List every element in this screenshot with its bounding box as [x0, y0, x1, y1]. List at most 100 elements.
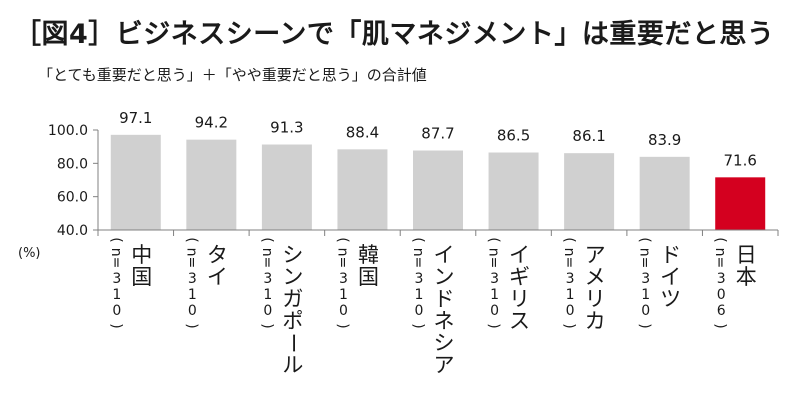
- sample-size-prefix: n=: [334, 248, 350, 269]
- sample-size-digit: 3: [566, 271, 575, 287]
- category-char: ポ: [282, 309, 303, 333]
- category-char: ス: [509, 309, 530, 333]
- sample-size-paren: (: [108, 237, 124, 242]
- sample-size-paren: (: [410, 237, 426, 242]
- sample-size-paren: ): [712, 323, 728, 328]
- sample-size-digit: 0: [566, 303, 575, 319]
- category-char: イ: [509, 243, 530, 267]
- data-label: 94.2: [195, 114, 228, 132]
- sample-size-paren: ): [183, 323, 199, 328]
- sample-size-prefix: n=: [712, 248, 728, 269]
- sample-size-prefix: n=: [561, 248, 577, 269]
- category-char: 日: [736, 243, 757, 267]
- category-char: ネ: [434, 309, 455, 333]
- category-labels: (n=310)中国(n=310)タイ(n=310)シンガポール(n=310)韓国…: [108, 237, 757, 377]
- sample-size-paren: ): [259, 323, 275, 328]
- category-char: メ: [585, 265, 606, 289]
- sample-size-paren: (: [637, 237, 653, 242]
- category-char: リ: [509, 287, 530, 311]
- sample-size-prefix: n=: [183, 248, 199, 269]
- category-char: シ: [282, 243, 303, 267]
- sample-size-paren: ): [108, 323, 124, 328]
- sample-size-digit: 0: [415, 303, 424, 319]
- sample-size-digit: 3: [112, 271, 121, 287]
- sample-size-prefix: n=: [637, 248, 653, 269]
- data-label: 97.1: [119, 109, 152, 127]
- sample-size-digit: 6: [717, 303, 726, 319]
- category-char: イ: [660, 265, 681, 289]
- data-labels: 97.1 94.2 91.3 88.4 87.7 86.5 86.1 83.9 71.6: [119, 109, 757, 169]
- category-char: ド: [434, 287, 455, 311]
- category-char: ア: [585, 243, 606, 267]
- sample-size-digit: 0: [112, 303, 121, 319]
- category-char: ン: [434, 265, 455, 289]
- y-axis: 40.0 60.0 80.0 100.0: [48, 123, 99, 239]
- sample-size-digit: 0: [641, 303, 650, 319]
- sample-size-paren: ): [334, 323, 350, 328]
- sample-size-digit: 1: [566, 287, 575, 303]
- sample-size-digit: 1: [415, 287, 424, 303]
- sample-size-digit: 3: [415, 271, 424, 287]
- data-label: 88.4: [346, 123, 379, 141]
- category-char: リ: [585, 287, 606, 311]
- category-label-group: (n= 310) ドイツ: [637, 237, 682, 328]
- category-char: 韓: [358, 243, 379, 267]
- sample-size-paren: ): [486, 323, 502, 328]
- category-char: ン: [282, 265, 303, 289]
- category-char: 国: [131, 265, 152, 289]
- category-char: 本: [736, 265, 757, 289]
- category-label-group: (n= 310) 中国: [108, 237, 152, 328]
- data-label: 91.3: [270, 119, 303, 137]
- y-tick-label: 80.0: [57, 156, 88, 172]
- sample-size-paren: (: [561, 237, 577, 242]
- category-char: ア: [434, 353, 455, 377]
- sample-size-digit: 0: [188, 303, 197, 319]
- sample-size-paren: (: [486, 237, 502, 242]
- category-char: ル: [282, 353, 303, 377]
- sample-size-digit: 1: [263, 287, 272, 303]
- bars: [110, 134, 766, 230]
- sample-size-digit: 3: [339, 271, 348, 287]
- bar: [715, 177, 766, 230]
- sample-size-digit: 3: [717, 271, 726, 287]
- category-label-group: (n= 310) 韓国: [334, 237, 379, 328]
- y-tick-label: 100.0: [48, 123, 88, 139]
- bar: [186, 139, 237, 230]
- category-char: イ: [207, 265, 228, 289]
- bar: [110, 134, 161, 230]
- category-char: イ: [434, 243, 455, 267]
- category-char: カ: [585, 309, 606, 333]
- bar: [639, 156, 690, 230]
- category-char: ガ: [282, 287, 303, 311]
- sample-size-prefix: n=: [259, 248, 275, 269]
- y-tick-label: 40.0: [57, 223, 88, 239]
- category-label-group: (n= 310) タイ: [183, 237, 228, 328]
- sample-size-paren: (: [259, 237, 275, 242]
- y-axis-unit-label: (%): [18, 246, 41, 261]
- category-char: シ: [434, 331, 455, 355]
- sample-size-paren: (: [334, 237, 350, 242]
- data-label: 83.9: [648, 131, 681, 149]
- data-label: 71.6: [724, 151, 757, 169]
- bar: [337, 149, 388, 230]
- category-char: 中: [131, 243, 152, 267]
- sample-size-digit: 0: [490, 303, 499, 319]
- sample-size-digit: 1: [188, 287, 197, 303]
- bar: [488, 152, 539, 230]
- sample-size-digit: 3: [263, 271, 272, 287]
- sample-size-digit: 1: [112, 287, 121, 303]
- category-char: 国: [358, 265, 379, 289]
- sample-size-digit: 1: [641, 287, 650, 303]
- data-label: 86.5: [497, 127, 530, 145]
- sample-size-paren: (: [712, 237, 728, 242]
- category-label-group: (n= 306) 日本: [712, 237, 757, 328]
- sample-size-paren: (: [183, 237, 199, 242]
- category-char: タ: [207, 243, 228, 267]
- chart-title: ［図4］ビジネスシーンで「肌マネジメント」は重要だと思う: [14, 19, 775, 50]
- y-tick-label: 60.0: [57, 190, 88, 206]
